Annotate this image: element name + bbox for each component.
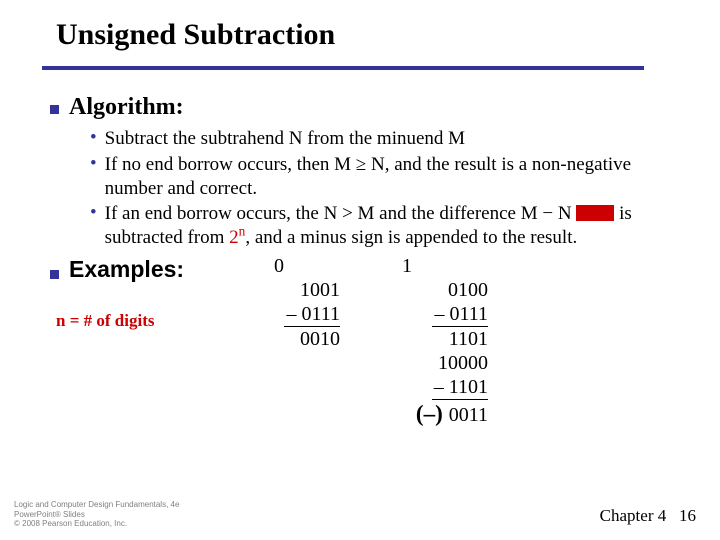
item-text: Subtract the subtrahend N from the minue…	[105, 127, 680, 151]
footer-page: Chapter 4 16	[600, 506, 696, 526]
right-sub2: – 1101	[396, 375, 488, 400]
item-text: If no end borrow occurs, then M ≥ N, and…	[105, 153, 680, 201]
redacted-block	[576, 205, 614, 221]
paren-minus: (–)	[416, 400, 443, 428]
dot-bullet-icon: •	[90, 153, 97, 176]
two-base: 2	[229, 227, 239, 248]
right-r2: 10000	[396, 351, 488, 375]
examples-label: Examples:	[69, 256, 184, 283]
right-b: 0111	[449, 303, 488, 325]
dot-bullet-icon: •	[90, 127, 97, 150]
right-sub: – 0111	[396, 302, 488, 327]
algorithm-list: • Subtract the subtrahend N from the min…	[90, 127, 680, 250]
calc-right: 1 0100 – 0111 1101 10000 – 1101 (–) 0011	[396, 254, 488, 428]
item3-head: If an end borrow occurs, the N > M and t…	[105, 203, 572, 224]
calc-left: 0 1001 – 0111 0010	[268, 254, 340, 428]
right-r3: 1101	[449, 376, 488, 398]
title-rule	[42, 66, 644, 70]
page-number: 16	[679, 506, 696, 525]
item3-tail-b: , and a minus sign is appended to the re…	[245, 227, 577, 248]
chapter-label: Chapter 4	[600, 506, 667, 525]
footer-credits: Logic and Computer Design Fundamentals, …	[14, 500, 179, 528]
right-r1: 1101	[396, 327, 488, 351]
footer-line3: © 2008 Pearson Education, Inc.	[14, 519, 179, 528]
minus-sign: –	[286, 303, 296, 325]
list-item: • If an end borrow occurs, the N > M and…	[90, 202, 680, 250]
right-final-row: (–) 0011	[396, 400, 488, 428]
left-b: 0111	[301, 303, 340, 325]
right-final: 0011	[449, 403, 488, 427]
section-examples: Examples:	[50, 256, 260, 283]
square-bullet-icon	[50, 105, 59, 114]
left-a: 1001	[268, 278, 340, 302]
left-result: 0010	[268, 327, 340, 351]
two-to-n: 2n	[229, 227, 245, 248]
dot-bullet-icon: •	[90, 202, 97, 225]
section-algorithm: Algorithm:	[50, 94, 680, 121]
right-a: 0100	[396, 278, 488, 302]
footer-line2: PowerPoint® Slides	[14, 510, 179, 519]
minus-sign: –	[434, 303, 444, 325]
list-item: • If no end borrow occurs, then M ≥ N, a…	[90, 153, 680, 201]
algorithm-label: Algorithm:	[69, 94, 184, 121]
square-bullet-icon	[50, 270, 59, 279]
calc-columns: 0 1001 – 0111 0010 1 0100 – 0111 1101 10…	[268, 254, 488, 428]
slide-title: Unsigned Subtraction	[56, 18, 680, 52]
carry-left: 0	[268, 254, 340, 278]
minus-sign: –	[434, 376, 444, 398]
carry-right: 1	[396, 254, 488, 278]
left-sub: – 0111	[268, 302, 340, 327]
footer-line1: Logic and Computer Design Fundamentals, …	[14, 500, 179, 509]
list-item: • Subtract the subtrahend N from the min…	[90, 127, 680, 151]
item-text: If an end borrow occurs, the N > M and t…	[105, 202, 680, 250]
n-digits-note: n = # of digits	[56, 311, 260, 331]
